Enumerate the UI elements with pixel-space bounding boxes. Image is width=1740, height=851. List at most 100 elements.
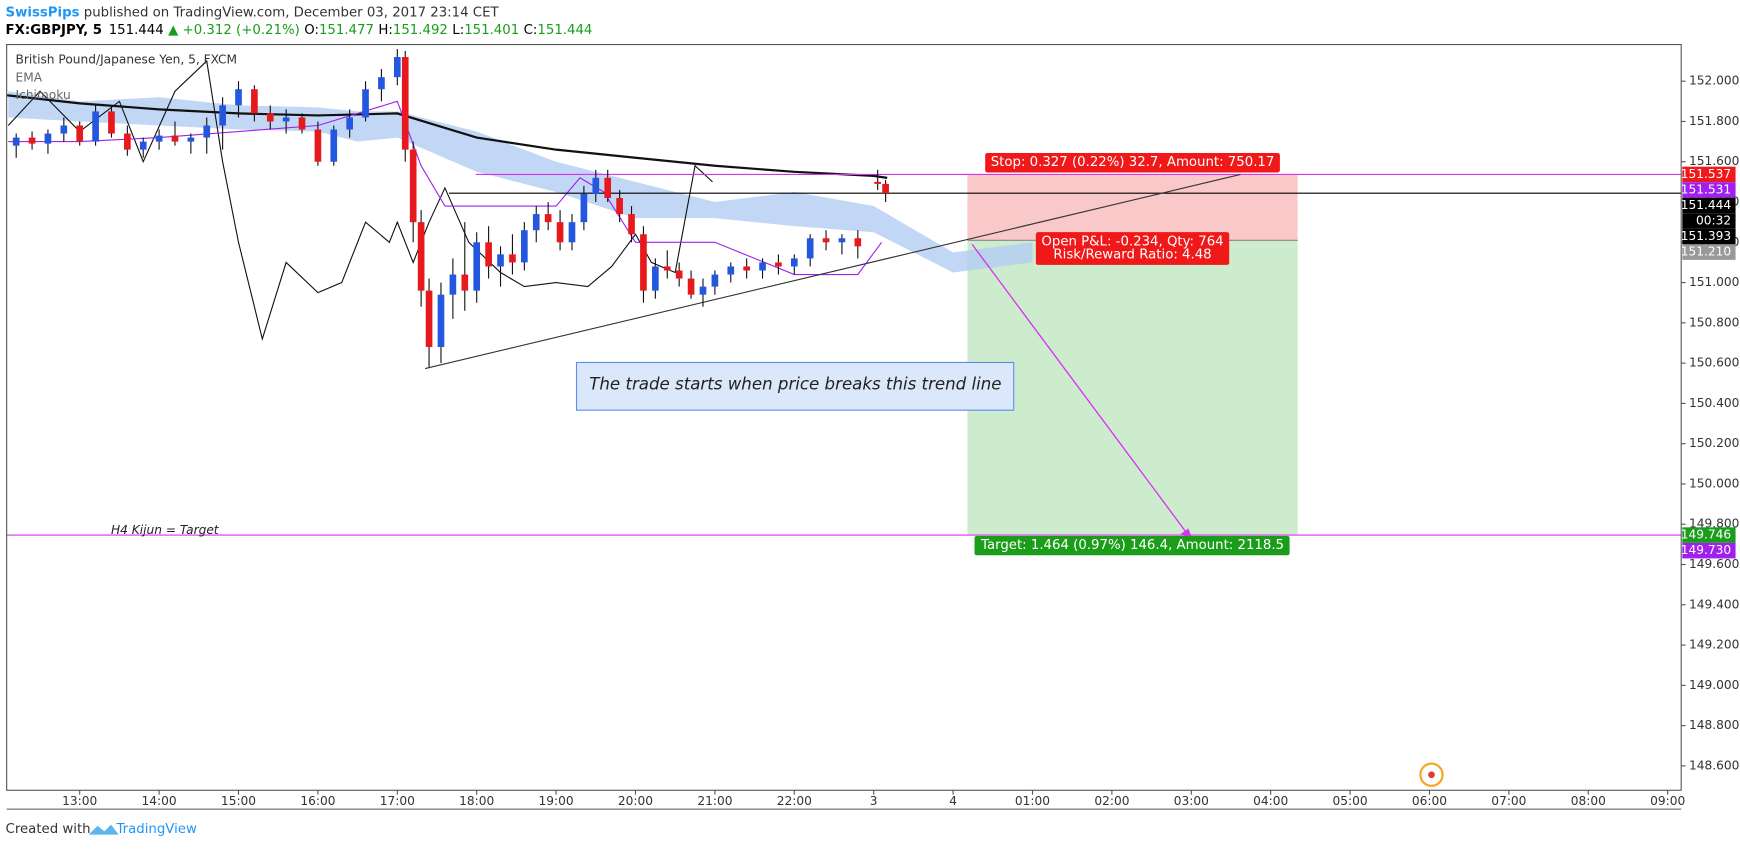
candle-body bbox=[461, 274, 469, 291]
price-label-bg bbox=[1682, 182, 1736, 198]
candle-body bbox=[675, 270, 683, 279]
y-tick-label: 149.400 bbox=[1689, 597, 1739, 611]
candle-body bbox=[437, 294, 445, 348]
candle-body bbox=[628, 214, 635, 235]
legend-entry: EMA bbox=[16, 70, 43, 84]
candle-body bbox=[449, 274, 457, 295]
y-tick-label: 149.600 bbox=[1689, 557, 1739, 571]
last: 151.444 bbox=[109, 23, 164, 38]
candle-body bbox=[604, 177, 612, 198]
candle-body bbox=[743, 266, 750, 271]
price-label: 00:32 bbox=[1696, 214, 1731, 228]
x-tick-label: 07:00 bbox=[1491, 794, 1526, 808]
arrow bbox=[971, 243, 1192, 539]
quote-line: FX:GBPJPY, 5 151.444 ▲ +0.312 (+0.21%) O:15… bbox=[6, 23, 593, 38]
x-tick-label: 03:00 bbox=[1174, 794, 1209, 808]
position-label-bg bbox=[985, 153, 1280, 173]
position-label-bg bbox=[974, 535, 1290, 556]
candle-body bbox=[124, 133, 131, 150]
y-tick-label: 150.800 bbox=[1689, 315, 1739, 329]
candle-body bbox=[687, 278, 695, 295]
target-zone bbox=[967, 240, 1298, 536]
indicator-line bbox=[6, 94, 888, 179]
ohlc-key: L: bbox=[452, 23, 464, 38]
candle-body bbox=[580, 193, 588, 223]
ohlc-value: 151.492 bbox=[393, 23, 448, 38]
y-tick-label: 150.000 bbox=[1689, 476, 1739, 490]
price-label-bg bbox=[1682, 527, 1736, 543]
candle-body bbox=[171, 135, 179, 142]
candle-body bbox=[509, 254, 516, 263]
position-label: Risk/Reward Ratio: 4.48 bbox=[1053, 248, 1211, 263]
x-tick-label: 21:00 bbox=[697, 794, 732, 808]
y-tick-label: 150.400 bbox=[1689, 396, 1739, 410]
candle-body bbox=[139, 141, 147, 150]
price-label: 149.746 bbox=[1681, 528, 1731, 542]
x-tick-label: 18:00 bbox=[459, 794, 494, 808]
trend-line bbox=[424, 173, 1241, 370]
candle-body bbox=[401, 57, 409, 150]
candle-body bbox=[544, 214, 552, 223]
candle-body bbox=[663, 266, 671, 271]
cloud-fill bbox=[8, 91, 1033, 273]
candle-body bbox=[425, 290, 433, 348]
x-tick-label: 05:00 bbox=[1333, 794, 1368, 808]
position-label: Stop: 0.327 (0.22%) 32.7, Amount: 750.17 bbox=[991, 155, 1275, 170]
position-label: Target: 1.464 (0.97%) 146.4, Amount: 211… bbox=[980, 538, 1284, 553]
candle-body bbox=[838, 238, 846, 243]
x-tick-label: 08:00 bbox=[1571, 794, 1606, 808]
candle-body bbox=[298, 117, 306, 130]
x-tick-label: 06:00 bbox=[1412, 794, 1447, 808]
legend-entry: British Pound/Japanese Yen, 5, FXCM bbox=[16, 53, 238, 67]
y-tick-label: 149.000 bbox=[1689, 678, 1739, 692]
annotation: The trade starts when price breaks this … bbox=[589, 375, 1001, 394]
price-label: 149.730 bbox=[1681, 543, 1731, 557]
price-label-bg bbox=[1682, 244, 1736, 260]
candle-body bbox=[409, 149, 417, 223]
candle-body bbox=[12, 137, 20, 146]
x-tick-label: 3 bbox=[870, 794, 878, 808]
candle-body bbox=[251, 89, 258, 114]
plot bbox=[6, 48, 1682, 536]
price-label: 151.393 bbox=[1681, 229, 1731, 243]
x-tick-label: 19:00 bbox=[539, 794, 574, 808]
y-tick-label: 149.800 bbox=[1689, 517, 1739, 531]
price-label-bg bbox=[1682, 213, 1736, 229]
price-label-bg bbox=[1682, 166, 1736, 183]
candle-body bbox=[556, 222, 564, 243]
candle-body bbox=[592, 177, 600, 194]
indicator-line bbox=[7, 59, 713, 342]
legend-entry: Ichimoku bbox=[16, 88, 71, 102]
candle-body bbox=[640, 234, 647, 291]
x-tick-label: 15:00 bbox=[221, 794, 256, 808]
replay-dot bbox=[1428, 771, 1435, 779]
candle-body bbox=[882, 183, 889, 194]
y-tick-label: 151.800 bbox=[1689, 114, 1739, 128]
author[interactable]: SwissPips bbox=[6, 5, 80, 20]
candle-body bbox=[790, 258, 798, 267]
position-label-bg bbox=[1035, 232, 1230, 265]
x-tick-label: 22:00 bbox=[777, 794, 812, 808]
price-label-bg bbox=[1682, 197, 1736, 214]
candle-body bbox=[393, 57, 401, 78]
symbol: FX:GBPJPY, 5 bbox=[6, 23, 102, 38]
ohlc-key: H: bbox=[378, 23, 392, 38]
price-label-bg bbox=[1682, 542, 1736, 559]
candle-body bbox=[759, 262, 766, 271]
candle-body bbox=[187, 137, 195, 142]
candle-body bbox=[854, 238, 862, 247]
annotation: H4 Kijun = Target bbox=[111, 523, 220, 537]
y-tick-label: 151.600 bbox=[1689, 154, 1739, 168]
header-line: SwissPips published on TradingView.com, … bbox=[6, 5, 500, 20]
candle-body bbox=[346, 117, 353, 130]
y-tick-label: 149.200 bbox=[1689, 638, 1739, 652]
x-tick-label: 02:00 bbox=[1094, 794, 1129, 808]
y-tick-label: 148.600 bbox=[1689, 758, 1739, 772]
x-tick-label: 16:00 bbox=[300, 794, 335, 808]
candle-body bbox=[235, 89, 242, 106]
candle-body bbox=[44, 133, 52, 144]
footer-brand[interactable]: TradingView bbox=[116, 822, 197, 837]
ohlc-value: 151.477 bbox=[319, 23, 374, 38]
